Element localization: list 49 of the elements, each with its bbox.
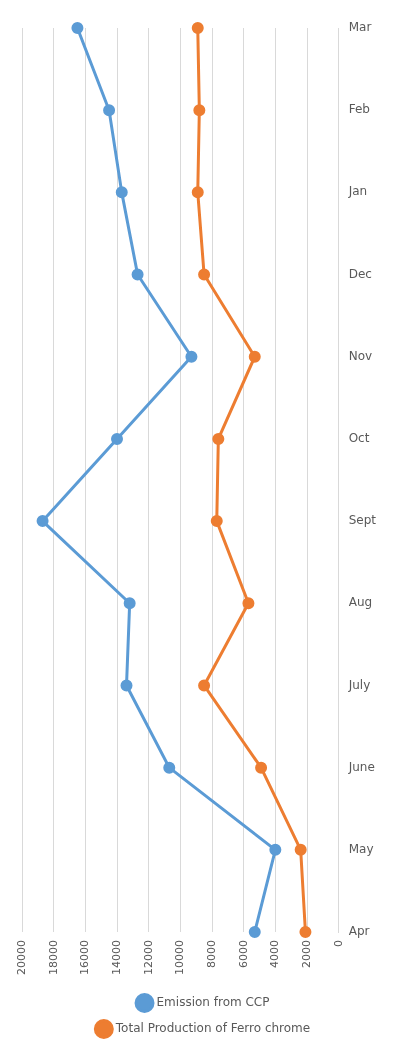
point: [299, 926, 312, 939]
x-tick-label: 6000: [236, 940, 250, 969]
point: [120, 679, 133, 692]
y-tick-label: Apr: [348, 924, 370, 939]
point: [269, 843, 282, 856]
point: [115, 186, 128, 199]
point: [71, 22, 84, 34]
x-tick-label: 12000: [141, 940, 155, 976]
point: [36, 515, 49, 528]
point: [191, 22, 204, 34]
y-tick-label: Aug: [348, 595, 373, 610]
x-tick-label: 10000: [173, 940, 187, 976]
legend-label: Emission from CCP: [156, 995, 270, 1010]
point: [103, 104, 116, 117]
x-tick-label: 16000: [78, 940, 92, 976]
x-tick-label: 8000: [204, 940, 218, 969]
x-tick-label: 20000: [14, 940, 28, 976]
point: [210, 515, 223, 528]
y-tick-label: Feb: [348, 102, 370, 117]
y-tick-label: Oct: [348, 431, 370, 446]
point: [248, 926, 261, 939]
x-tick-label: 2000: [299, 940, 313, 969]
point: [198, 679, 211, 692]
x-tick-label: 0: [331, 940, 345, 948]
y-tick-label: Dec: [348, 266, 372, 281]
point: [163, 761, 176, 774]
point: [191, 186, 204, 199]
y-tick-label: May: [348, 841, 374, 856]
point: [111, 432, 123, 445]
y-tick-label: June: [347, 759, 375, 774]
x-tick-label: 14000: [109, 940, 123, 976]
point: [198, 268, 211, 281]
legend-label: Total Production of Ferro chrome: [114, 1021, 311, 1036]
x-tick-label: 4000: [268, 940, 282, 969]
point: [248, 350, 261, 363]
y-tick-label: Jan: [347, 184, 368, 199]
y-tick-label: Nov: [348, 348, 373, 363]
point: [294, 843, 307, 856]
point: [255, 761, 268, 774]
point: [193, 104, 206, 117]
point: [242, 597, 255, 610]
point: [212, 432, 225, 445]
y-tick-label: July: [347, 677, 371, 692]
point: [123, 597, 136, 610]
x-tick-label: 18000: [46, 940, 60, 976]
point: [131, 268, 144, 281]
y-tick-label: Mar: [348, 20, 372, 35]
y-tick-label: Sept: [348, 513, 377, 528]
point: [185, 350, 198, 363]
